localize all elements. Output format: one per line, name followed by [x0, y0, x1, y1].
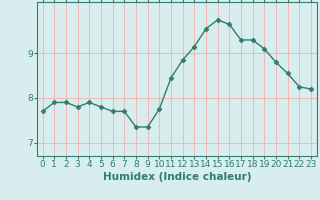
X-axis label: Humidex (Indice chaleur): Humidex (Indice chaleur)	[102, 172, 251, 182]
